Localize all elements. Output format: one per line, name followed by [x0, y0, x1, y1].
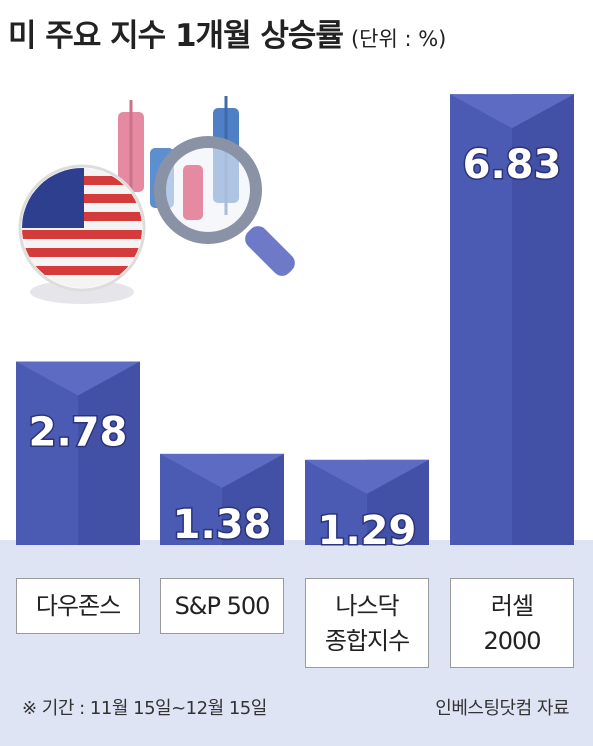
unit: (단위 : %)	[350, 27, 447, 51]
bar-fold	[16, 361, 140, 396]
bar-fold	[160, 453, 284, 488]
note: ※ 기간 : 11월 15일~12월 15일	[22, 698, 267, 719]
value-label: 6.83	[463, 142, 562, 188]
title: 미 주요 지수 1개월 상승률 (단위 : %)	[8, 10, 446, 55]
bar-side	[78, 361, 140, 545]
bar-fold	[450, 94, 574, 129]
x-tick-label: 다우존스	[16, 578, 140, 634]
title-text: 미 주요 지수 1개월 상승률	[8, 18, 344, 54]
bar-side	[512, 94, 574, 545]
x-tick-label: 러셀 2000	[450, 578, 574, 668]
value-label: 1.38	[173, 502, 272, 548]
x-tick-label: S&P 500	[160, 578, 284, 634]
value-label: 2.78	[29, 410, 128, 456]
illustration	[18, 96, 295, 304]
bar-fold	[305, 459, 429, 494]
x-tick-label: 나스닥 종합지수	[305, 578, 429, 668]
source: 인베스팅닷컴 자료	[435, 698, 569, 719]
value-label: 1.29	[318, 508, 417, 554]
